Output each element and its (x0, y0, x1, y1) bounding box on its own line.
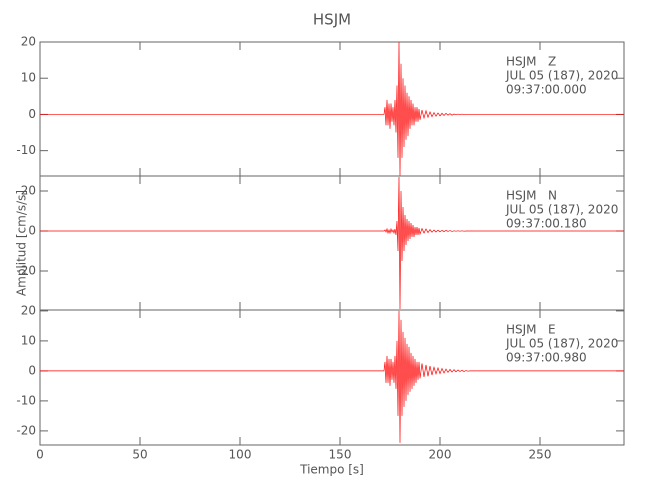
y-tick-label: 0 (28, 363, 36, 377)
x-axis-label: Tiempo [s] (299, 463, 364, 477)
annotation: JUL 05 (187), 2020 (505, 69, 618, 83)
y-tick-label: 0 (28, 107, 36, 121)
x-tick-label: 250 (529, 448, 552, 462)
y-tick-label: 10 (21, 333, 36, 347)
trace (40, 310, 624, 443)
annotation: HSJM Z (506, 55, 556, 69)
y-tick-label: -10 (16, 393, 36, 407)
x-tick-label: 150 (329, 448, 352, 462)
annotation: JUL 05 (187), 2020 (505, 337, 618, 351)
y-tick-label: 20 (21, 184, 36, 198)
y-tick-label: -20 (16, 264, 36, 278)
y-tick-label: 0 (28, 224, 36, 238)
annotation: 09:37:00.000 (506, 83, 587, 97)
x-tick-label: 200 (429, 448, 452, 462)
annotation: HSJM N (506, 189, 557, 203)
trace (40, 176, 624, 310)
panel-frame (39, 309, 625, 446)
trace (40, 41, 624, 177)
y-tick-label: -20 (16, 423, 36, 437)
y-tick-label: 20 (21, 303, 36, 317)
annotation: HSJM E (506, 323, 556, 337)
x-tick-label: 0 (36, 448, 44, 462)
y-tick-label: 20 (21, 35, 36, 49)
x-tick-label: 50 (132, 448, 147, 462)
y-axis-label: Amplitud [cm/s/s] (15, 190, 29, 296)
annotation: JUL 05 (187), 2020 (505, 203, 618, 217)
y-tick-label: -10 (16, 143, 36, 157)
y-tick-label: 10 (21, 71, 36, 85)
annotation: 09:37:00.180 (506, 217, 587, 231)
annotation: 09:37:00.980 (506, 351, 587, 365)
x-tick-label: 100 (229, 448, 252, 462)
chart-title: HSJM (313, 11, 351, 29)
